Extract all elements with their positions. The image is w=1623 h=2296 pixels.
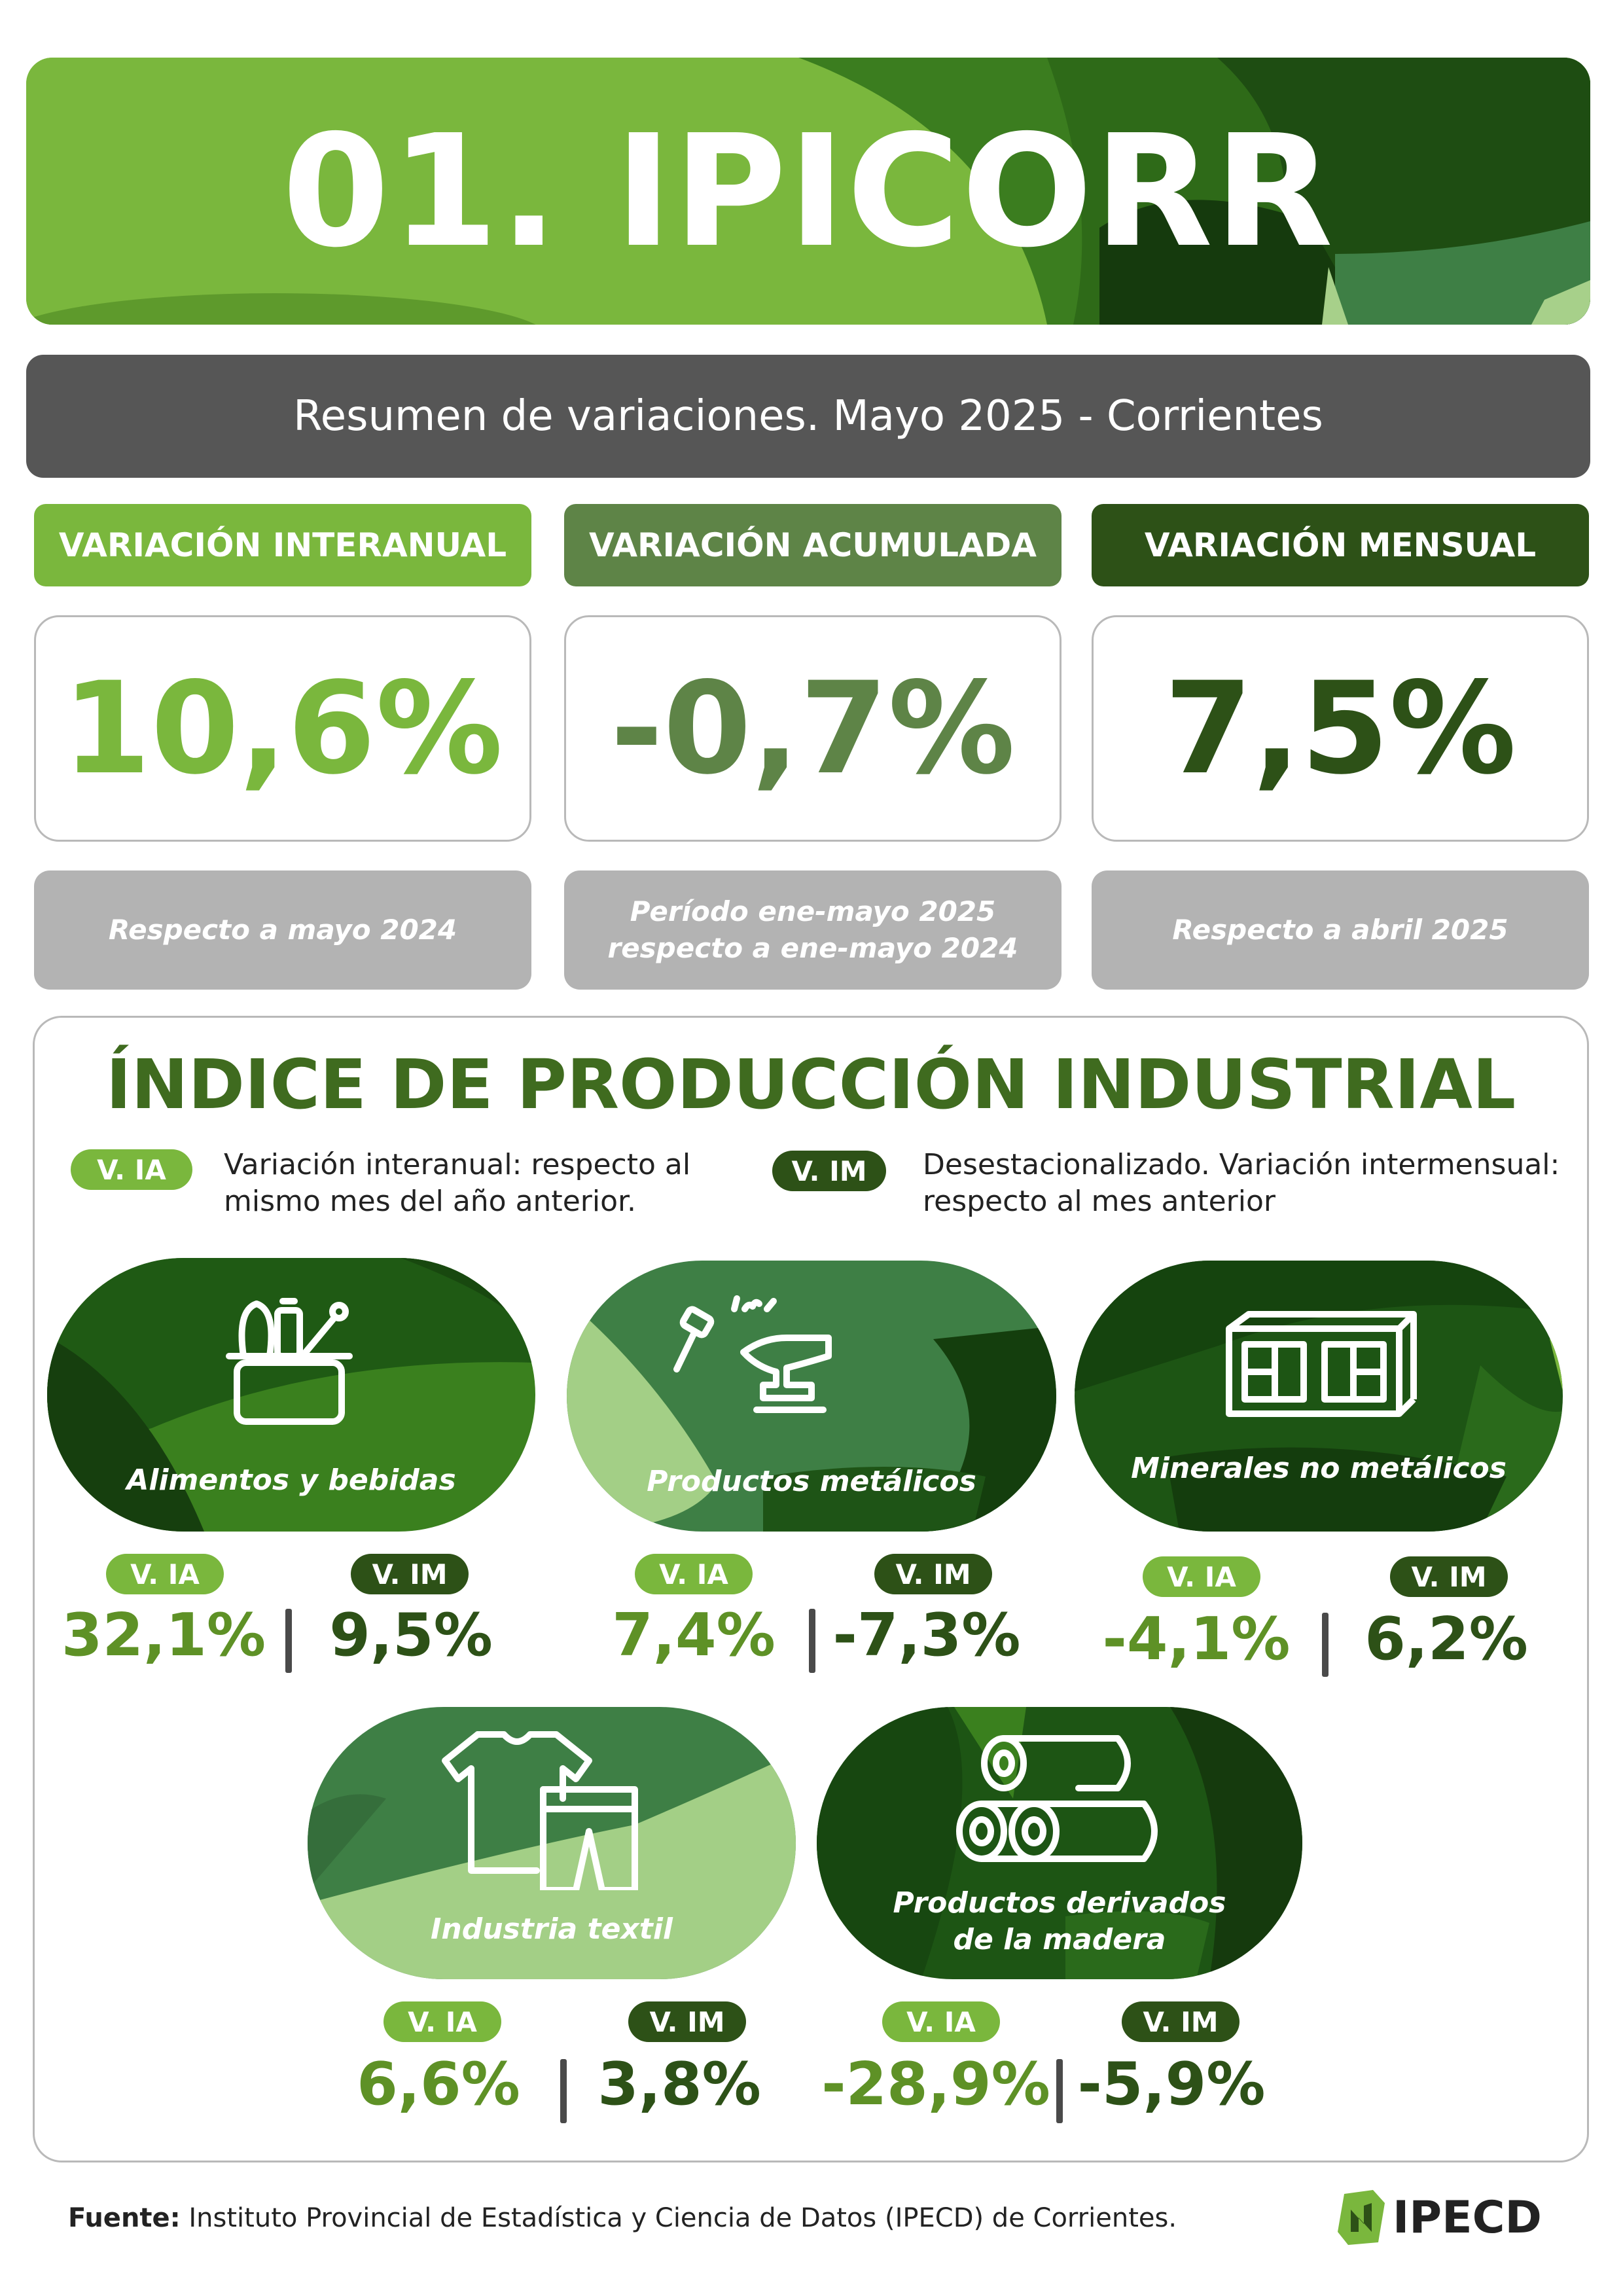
sector-ia-value: -4,1% [1102,1605,1291,1674]
heading-acumulada: VARIACIÓN ACUMULADA [564,504,1061,586]
sector-im-tag: V. IM [351,1554,469,1594]
sector-im-value: 3,8% [597,2050,761,2119]
food-basket-icon [226,1298,353,1425]
ipecd-logo-icon [1338,2190,1385,2245]
legend-ia-tag: V. IA [71,1149,192,1190]
sector-card-minerales: Minerales no metálicos [1075,1261,1563,1532]
sector-ia-tag: V. IA [383,2001,501,2042]
legend-ia-text: Variación interanual: respecto al mismo … [224,1148,691,1218]
sector-card-textil: Industria textil [308,1707,796,1979]
value-interanual: 10,6% [34,615,531,842]
subtitle-bar: Resumen de variaciones. Mayo 2025 - Corr… [26,355,1590,478]
ipecd-logo: IPECD [1335,2185,1542,2250]
sector-ia-value: 32,1% [61,1601,266,1670]
sector-label: Minerales no metálicos [1131,1452,1507,1485]
sector-label: Productos derivados de la madera [893,1886,1226,1956]
sector-im-value: 6,2% [1364,1605,1528,1674]
card-background [567,1261,1056,1532]
sector-card-alimentos: Alimentos y bebidas [47,1258,535,1532]
value-separator [809,1609,815,1673]
anvil-hammer-icon [673,1295,832,1413]
legend-im-text: Desestacionalizado. Variación intermensu… [923,1148,1560,1218]
card-background [308,1707,796,1979]
source-text: Instituto Provincial de Estadística y Ci… [180,2203,1177,2233]
page-title: 01. IPICORR [281,101,1335,281]
brick-icon [1226,1311,1417,1417]
sector-im-tag: V. IM [1390,1556,1508,1597]
value-separator [1322,1613,1329,1677]
card-background [817,1707,1302,1979]
heading-interanual: VARIACIÓN INTERANUAL [34,504,531,586]
sector-label: Productos metálicos [647,1465,976,1498]
sector-im-tag: V. IM [628,2001,746,2042]
sector-card-madera: Productos derivados de la madera [817,1707,1302,1979]
value-separator [285,1609,292,1673]
sector-ia-value: 7,4% [612,1601,776,1670]
note-acumulada: Período ene-mayo 2025 respecto a ene-may… [564,870,1061,990]
note-mensual: Respecto a abril 2025 [1092,870,1589,990]
sector-ia-value: -28,9% [821,2050,1050,2119]
sector-im-tag: V. IM [874,1554,992,1594]
sector-label: Alimentos y bebidas [126,1463,456,1497]
sector-ia-tag: V. IA [635,1554,753,1594]
sector-ia-tag: V. IA [1143,1556,1260,1597]
sector-ia-value: 6,6% [357,2050,520,2119]
index-panel [33,1016,1589,2162]
card-background [1075,1261,1563,1532]
clothing-icon [442,1731,638,1890]
note-interanual: Respecto a mayo 2024 [34,870,531,990]
sector-im-value: -7,3% [832,1601,1021,1670]
ipecd-logo-text: IPECD [1393,2191,1542,2244]
banner-background [26,58,1590,325]
sector-card-metalicos: Productos metálicos [567,1261,1056,1532]
value-acumulada: -0,7% [564,615,1061,842]
sector-ia-tag: V. IA [882,2001,1000,2042]
heading-mensual: VARIACIÓN MENSUAL [1092,504,1589,586]
value-separator [1056,2059,1063,2123]
source-note: Fuente: Instituto Provincial de Estadíst… [68,2203,1177,2233]
source-label: Fuente: [68,2203,181,2233]
logs-icon [956,1735,1158,1862]
sector-im-value: -5,9% [1077,2050,1266,2119]
sector-im-tag: V. IM [1122,2001,1240,2042]
sector-im-value: 9,5% [329,1601,493,1670]
value-separator [560,2059,567,2123]
sector-ia-tag: V. IA [106,1554,224,1594]
sector-label: Industria textil [431,1912,673,1946]
legend-im-tag: V. IM [772,1151,886,1191]
index-title: ÍNDICE DE PRODUCCIÓN INDUSTRIAL [105,1045,1516,1124]
header-banner: 01. IPICORR [26,58,1590,325]
value-mensual: 7,5% [1092,615,1589,842]
